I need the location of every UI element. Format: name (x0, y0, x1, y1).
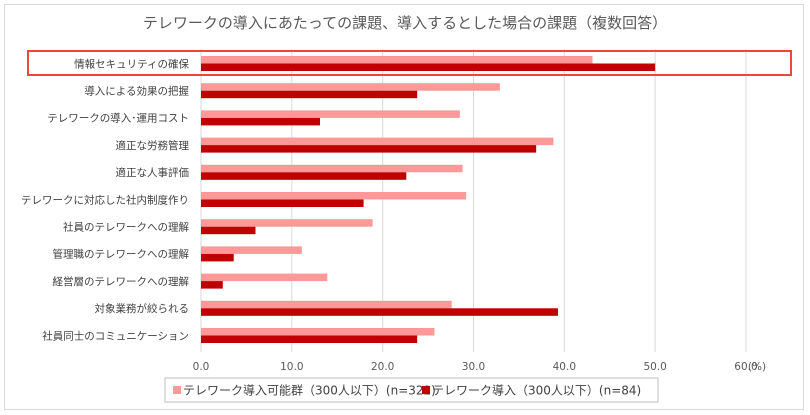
bar-series-2 (201, 145, 537, 153)
x-tick-label: 20.0 (371, 361, 394, 373)
legend-label-series-1: テレワーク導入可能群（300人以下）(n=322) (183, 384, 436, 398)
category-label: 経営層のテレワークへの理解 (53, 275, 190, 288)
legend-label-series-2: テレワーク導入（300人以下）(n=84) (432, 384, 641, 398)
category-label: 社員同士のコミュニケーション (42, 329, 189, 342)
bar-series-1 (201, 273, 328, 282)
category-label: 社員のテレワークへの理解 (63, 221, 189, 234)
category-label: 適正な労務管理 (116, 139, 190, 152)
category-label: 適正な人事評価 (116, 166, 190, 179)
bar-series-2 (201, 199, 364, 207)
bar-series-1 (201, 246, 302, 254)
x-axis-ticks: 0.0 10.0 20.0 30.0 40.0 50.0 60.0 (193, 361, 758, 373)
bar-series-2 (201, 335, 418, 343)
bar-series-1 (201, 219, 373, 227)
category-label: 管理職のテレワークへの理解 (53, 248, 190, 261)
legend-swatch-series-1 (173, 386, 181, 394)
bar-series-2 (201, 308, 558, 316)
bar-series-1 (201, 83, 500, 91)
x-tick-label: 40.0 (553, 361, 576, 373)
bar-series-2 (201, 63, 656, 71)
legend-box (164, 377, 659, 403)
bar-series-1 (201, 137, 554, 146)
category-label: 導入による効果の把握 (84, 85, 189, 98)
bar-series-1 (201, 164, 463, 173)
category-label: 対象業務が絞られる (95, 302, 190, 315)
x-tick-label: 50.0 (643, 361, 666, 373)
bar-series-2 (201, 226, 256, 235)
bar-series-1 (201, 192, 467, 200)
bar-series-2 (201, 90, 418, 99)
bar-series-1 (201, 110, 460, 118)
bar-series-2 (201, 117, 320, 126)
x-axis-unit: (%) (748, 361, 766, 373)
x-tick-label: 0.0 (193, 361, 210, 373)
category-label: テレワークの導入･運用コスト (47, 112, 189, 125)
legend: テレワーク導入可能群（300人以下）(n=322) テレワーク導入（300人以下… (164, 377, 659, 403)
bar-series-2 (201, 253, 234, 262)
highlight-box (27, 50, 792, 76)
category-label: テレワークに対応した社内制度作り (21, 193, 189, 206)
bar-series-1 (201, 300, 452, 309)
bar-series-2 (201, 172, 407, 180)
legend-swatch-series-2 (422, 386, 430, 394)
x-tick-label: 60.0 (734, 361, 757, 373)
x-tick-label: 30.0 (462, 361, 485, 373)
category-labels: 情報セキュリティの確保導入による効果の把握テレワークの導入･運用コスト適正な労務… (21, 57, 189, 342)
bar-series-1 (201, 328, 435, 336)
x-tick-label: 10.0 (280, 361, 303, 373)
bars (201, 56, 656, 343)
bar-series-1 (201, 56, 593, 64)
chart-title: テレワークの導入にあたっての課題、導入するとした場合の課題（複数回答） (143, 14, 667, 32)
category-label: 情報セキュリティの確保 (74, 57, 189, 70)
bar-series-2 (201, 281, 223, 289)
